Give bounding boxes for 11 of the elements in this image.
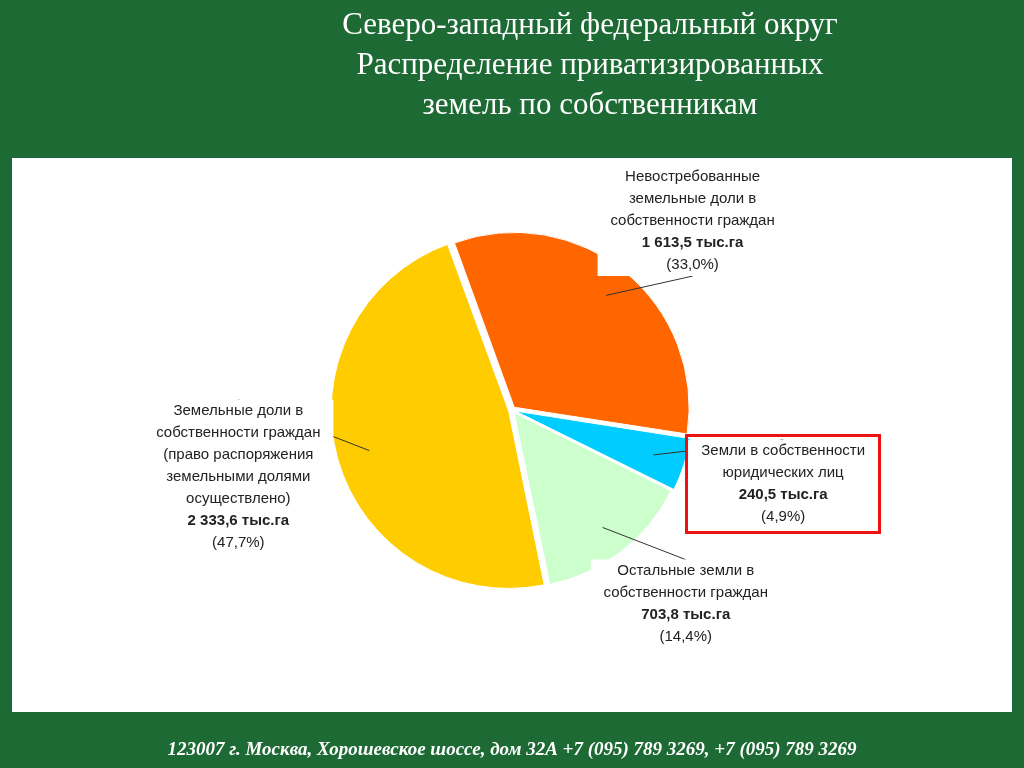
data-label: 2 333,6 тыс.га (47,7%) xyxy=(187,510,290,550)
slice-label: Остальные земли в собственности граждан xyxy=(603,560,768,600)
text: 123007 г. Москва, Хорошевское шоссе, дом 32А +7 (095) 789 3269, +7 (095) 789 3269 xyxy=(166,738,858,760)
data-label: 240,5 тыс.га (4,9%) xyxy=(738,485,829,525)
chart-subtitle: Распределение приватизированных земель по собственникам xyxy=(355,45,825,123)
data-label: 1 613,5 тыс.га (33,0%) xyxy=(641,233,744,273)
data-label: 703,8 тыс.га (14,4%) xyxy=(641,604,731,644)
slice-label: Невостребованные земельные доли в собственности граждан xyxy=(610,167,775,229)
slice-label: Земельные доли в собственности граждан (право распоряжения земельными долями осуществлено) xyxy=(156,400,321,506)
chart-title: Северо-западный федеральный округ xyxy=(341,5,839,43)
slice-label: Земли в собственности юридических лиц xyxy=(701,441,866,481)
